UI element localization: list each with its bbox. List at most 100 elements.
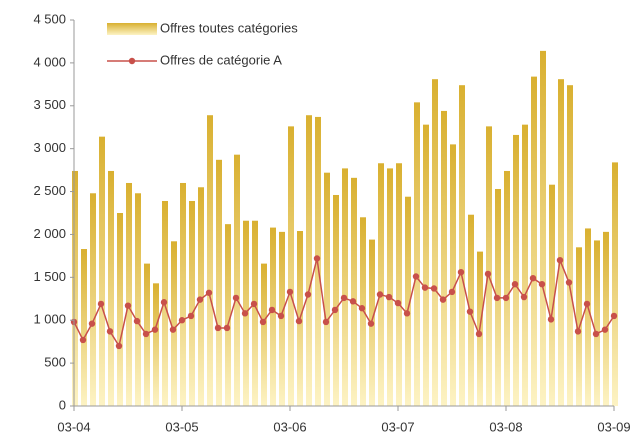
bar — [549, 184, 555, 406]
bar — [90, 193, 96, 406]
marker — [547, 316, 555, 323]
marker — [106, 328, 114, 335]
bar — [306, 115, 312, 407]
marker — [214, 324, 222, 332]
y-tick-label: 4 500 — [33, 11, 66, 26]
bar — [252, 220, 258, 406]
y-tick-label: 0 — [59, 397, 66, 412]
y-tick-label: 3 000 — [33, 140, 66, 155]
marker — [421, 284, 429, 291]
bar — [540, 50, 546, 406]
bar — [81, 249, 87, 406]
legend-label: Offres de catégorie A — [160, 52, 282, 67]
marker — [187, 312, 195, 320]
marker — [313, 255, 321, 262]
marker — [475, 330, 483, 338]
marker — [268, 306, 276, 314]
bar — [171, 241, 177, 406]
marker — [493, 294, 501, 302]
bar — [99, 136, 105, 406]
bar — [351, 177, 357, 406]
bar — [612, 162, 618, 406]
legend-marker — [128, 57, 136, 65]
bar — [270, 227, 276, 406]
marker — [250, 300, 258, 308]
marker — [223, 324, 231, 332]
bar — [207, 115, 213, 407]
marker — [511, 280, 519, 288]
bar — [153, 283, 159, 406]
bar — [522, 124, 528, 406]
marker — [430, 285, 438, 292]
bar — [423, 124, 429, 406]
bar — [378, 163, 384, 406]
marker — [538, 280, 546, 288]
bar — [180, 182, 186, 406]
legend-label: Offres toutes catégories — [160, 20, 298, 35]
x-tick-label: 03-05 — [165, 419, 198, 434]
marker — [592, 330, 600, 338]
y-tick-label: 2 000 — [33, 226, 66, 241]
x-tick-label: 03-09 — [597, 419, 630, 434]
marker — [205, 289, 213, 296]
marker — [97, 300, 105, 308]
marker — [259, 318, 267, 326]
bar — [504, 170, 510, 406]
x-tick-label: 03-07 — [381, 419, 414, 434]
marker — [133, 317, 141, 325]
bar — [108, 170, 114, 406]
marker — [466, 308, 474, 315]
marker — [565, 279, 573, 286]
marker — [394, 299, 402, 307]
bar — [126, 182, 132, 406]
bar — [594, 240, 600, 406]
bar — [360, 217, 366, 406]
bar — [450, 144, 456, 406]
bar — [459, 85, 465, 407]
bar — [342, 168, 348, 406]
bar — [324, 172, 330, 406]
marker — [277, 312, 285, 320]
marker — [502, 294, 510, 302]
marker — [601, 326, 609, 333]
x-tick-label: 03-06 — [273, 419, 306, 434]
marker — [241, 310, 249, 317]
marker — [286, 288, 294, 296]
bar — [261, 263, 267, 406]
marker — [322, 318, 330, 326]
marker — [124, 302, 132, 309]
marker — [529, 274, 537, 282]
bar — [135, 193, 141, 406]
y-tick-label: 2 500 — [33, 183, 66, 198]
bar — [585, 228, 591, 406]
x-tick-label: 03-08 — [489, 419, 522, 434]
bar — [432, 79, 438, 406]
marker — [88, 320, 96, 327]
marker — [196, 296, 204, 303]
y-tick-label: 3 500 — [33, 97, 66, 112]
marker — [160, 299, 168, 306]
marker — [295, 317, 303, 325]
bar — [414, 102, 420, 406]
marker — [403, 310, 411, 317]
marker — [358, 305, 366, 312]
marker — [448, 288, 456, 296]
marker — [439, 296, 447, 303]
marker — [457, 268, 465, 276]
marker — [151, 326, 159, 333]
bar — [567, 85, 573, 407]
bar — [234, 154, 240, 406]
marker — [520, 293, 528, 301]
bar — [225, 224, 231, 406]
bar — [72, 170, 78, 406]
marker — [367, 320, 375, 327]
marker — [574, 328, 582, 335]
bar — [486, 126, 492, 406]
bar — [531, 76, 537, 406]
marker — [556, 256, 564, 264]
marker — [610, 312, 618, 320]
bar — [513, 134, 519, 407]
marker — [331, 306, 339, 314]
marker — [232, 294, 240, 302]
